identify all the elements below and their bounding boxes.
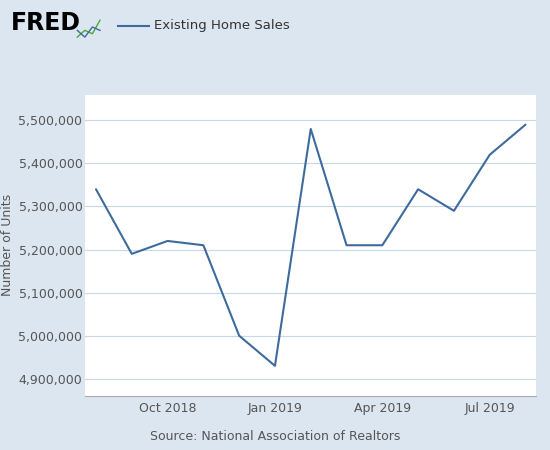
Text: Existing Home Sales: Existing Home Sales bbox=[154, 19, 290, 32]
Y-axis label: Number of Units: Number of Units bbox=[1, 194, 14, 296]
Text: Source: National Association of Realtors: Source: National Association of Realtors bbox=[150, 430, 400, 443]
Text: FRED: FRED bbox=[11, 11, 81, 35]
